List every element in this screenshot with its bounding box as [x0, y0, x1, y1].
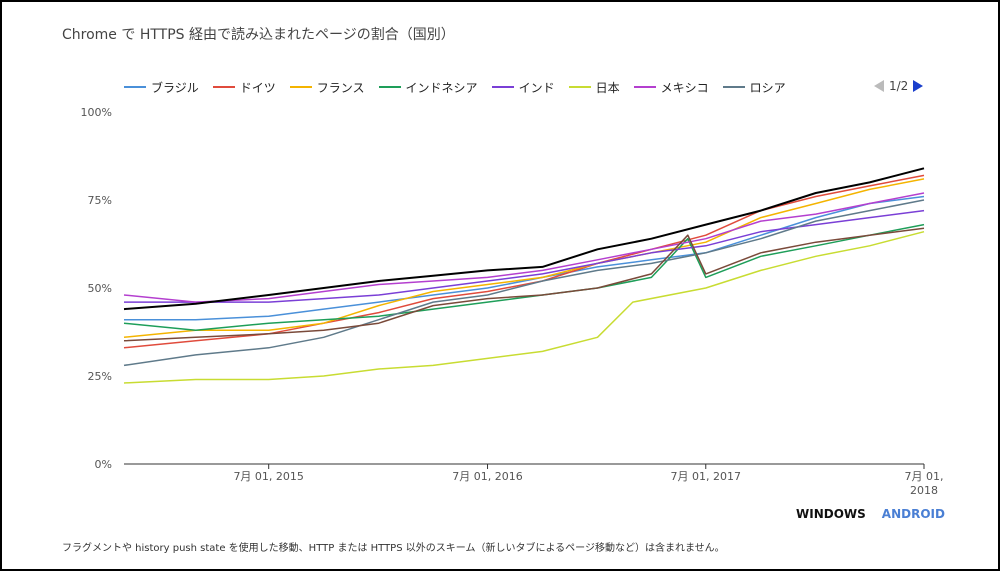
legend-label: メキシコ	[660, 80, 709, 95]
legend-label: インドネシア	[405, 80, 478, 95]
previous-page-icon[interactable]	[874, 80, 884, 92]
series-line	[123, 174, 925, 349]
legend-swatch	[212, 86, 235, 88]
legend-label: ドイツ	[239, 80, 276, 95]
series-line	[123, 192, 925, 303]
series-line	[123, 230, 925, 384]
legend-page-label: 1/2	[889, 79, 909, 93]
tab-android[interactable]: ANDROID	[881, 507, 945, 521]
legend-label: ブラジル	[151, 80, 199, 95]
legend-item[interactable]: ロシア	[722, 79, 786, 96]
chart-title: Chrome で HTTPS 経由で読み込まれたページの割合（国別）	[62, 27, 455, 43]
legend-swatch	[568, 86, 591, 88]
legend-item[interactable]: インド	[491, 79, 555, 96]
platform-tabs: WINDOWS ANDROID	[796, 507, 945, 521]
legend-label: 日本	[595, 80, 620, 95]
legend-swatch	[722, 86, 745, 88]
x-tick-label: 7月 01,	[905, 470, 944, 483]
line-chart: 0% 25% 50% 75% 100% 7月 01, 2015 7月 01, 2016 7月 …	[81, 106, 944, 497]
x-tick-label: 2018	[910, 484, 938, 497]
tab-windows[interactable]: WINDOWS	[796, 507, 866, 521]
series-line	[123, 227, 925, 342]
legend-item[interactable]: フランス	[289, 79, 365, 96]
y-tick-label: 0%	[95, 458, 112, 471]
series-line	[123, 178, 925, 339]
y-tick-label: 75%	[88, 194, 112, 207]
legend-item[interactable]: メキシコ	[633, 79, 709, 96]
legend-label: ロシア	[749, 80, 786, 95]
legend-item[interactable]: ブラジル	[124, 79, 199, 96]
legend-pager: 1/2	[874, 79, 924, 93]
legend: ブラジル ドイツ フランス インドネシア インド 日本 メキシコ ロシア	[124, 78, 800, 96]
legend-item[interactable]: ドイツ	[212, 79, 276, 96]
y-tick-label: 50%	[88, 282, 112, 295]
series-line	[123, 199, 925, 367]
series-line	[123, 223, 925, 331]
next-page-icon[interactable]	[913, 80, 924, 92]
legend-label: フランス	[316, 80, 365, 95]
legend-swatch	[289, 86, 312, 88]
legend-swatch	[633, 86, 656, 88]
series-line	[123, 167, 925, 311]
y-tick-label: 100%	[81, 106, 112, 119]
legend-label: インド	[518, 80, 555, 95]
legend-swatch	[491, 86, 514, 88]
legend-swatch	[124, 86, 146, 88]
legend-swatch	[378, 86, 401, 88]
legend-item[interactable]: インドネシア	[378, 79, 478, 96]
x-tick-label: 7月 01, 2015	[233, 470, 303, 483]
x-tick-label: 7月 01, 2016	[452, 470, 522, 483]
y-tick-label: 25%	[88, 370, 112, 383]
x-tick-label: 7月 01, 2017	[671, 470, 741, 483]
footnote: フラグメントや history push state を使用した移動、HTTP …	[62, 543, 725, 554]
legend-item[interactable]: 日本	[568, 79, 620, 96]
